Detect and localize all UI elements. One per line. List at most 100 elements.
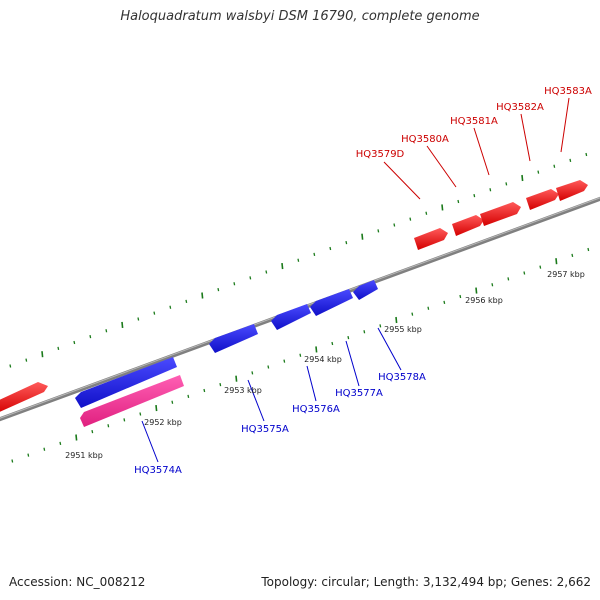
gene-forward-partial[interactable] xyxy=(0,382,48,414)
leader-HQ3582A xyxy=(520,113,531,162)
scale-forward-minor-tick xyxy=(105,329,108,333)
scale-reverse-minor-tick xyxy=(107,424,110,428)
accession-text: Accession: NC_008212 xyxy=(9,575,146,589)
scale-reverse-minor-tick xyxy=(331,341,334,346)
scale-label-2954: 2954 kbp xyxy=(304,355,342,364)
scale-forward-major-tick xyxy=(41,351,44,358)
label-HQ3576A[interactable]: HQ3576A xyxy=(292,404,340,415)
scale-forward-minor-tick xyxy=(25,358,28,362)
scale-forward-major-tick xyxy=(441,204,444,211)
scale-label-2955: 2955 kbp xyxy=(384,325,422,334)
leader-HQ3576A xyxy=(306,365,317,402)
label-HQ3581A[interactable]: HQ3581A xyxy=(450,116,498,127)
scale-forward-major-tick xyxy=(361,233,364,240)
scale-forward-minor-tick xyxy=(153,311,156,315)
scale-label-2956: 2956 kbp xyxy=(465,296,503,305)
scale-forward-minor-tick xyxy=(9,364,12,368)
scale-reverse-major-tick xyxy=(315,346,318,353)
scale-reverse-minor-tick xyxy=(427,306,430,310)
scale-reverse-minor-tick xyxy=(123,418,126,422)
scale-forward-minor-tick xyxy=(297,258,300,262)
scale-forward-minor-tick xyxy=(553,164,556,168)
scale-reverse-minor-tick xyxy=(267,365,270,369)
label-HQ3582A[interactable]: HQ3582A xyxy=(496,102,544,113)
gene-HQ3583A[interactable] xyxy=(556,180,588,201)
scale-forward-minor-tick xyxy=(585,152,588,157)
gene-HQ3576A[interactable] xyxy=(271,304,311,330)
scale-reverse-minor-tick xyxy=(443,300,446,305)
genome-summary-text: Topology: circular; Length: 3,132,494 bp… xyxy=(261,575,591,589)
gene-HQ3581A[interactable] xyxy=(480,202,521,226)
scale-forward-minor-tick xyxy=(377,229,380,233)
scale-reverse-minor-tick xyxy=(363,330,366,334)
scale-forward-minor-tick xyxy=(233,282,236,286)
gene-labels: HQ3579D HQ3580A HQ3581A HQ3582A HQ3583A … xyxy=(134,86,592,476)
scale-reverse-minor-tick xyxy=(171,400,174,404)
leader-HQ3583A xyxy=(560,97,570,153)
gene-HQ3575A[interactable] xyxy=(209,324,258,353)
scale-forward-minor-tick xyxy=(457,199,460,204)
label-HQ3575A[interactable]: HQ3575A xyxy=(241,424,289,435)
scale-forward-minor-tick xyxy=(217,287,220,292)
scale-reverse-minor-tick xyxy=(379,324,382,328)
scale-forward-minor-tick xyxy=(473,193,476,198)
scale-forward-minor-tick xyxy=(249,276,252,280)
scale-forward-minor-tick xyxy=(569,158,572,163)
scale-reverse-minor-tick xyxy=(139,412,142,416)
scale-forward-minor-tick xyxy=(169,305,172,309)
label-HQ3579D[interactable]: HQ3579D xyxy=(356,149,405,160)
gene-HQ3582A[interactable] xyxy=(526,189,559,210)
scale-reverse-minor-tick xyxy=(283,359,286,363)
scale-forward-major-tick xyxy=(521,174,524,182)
gene-HQ3580A[interactable] xyxy=(452,215,484,236)
scale-forward-minor-tick xyxy=(137,317,140,321)
gene-HQ3574A[interactable] xyxy=(75,357,177,408)
scale-forward-minor-tick xyxy=(409,217,412,221)
scale-reverse-minor-tick xyxy=(587,247,590,252)
scale-forward-minor-tick xyxy=(393,223,396,227)
scale-forward-minor-tick xyxy=(489,188,492,192)
gene-HQ3574A-rna[interactable] xyxy=(80,375,184,427)
scale-reverse-minor-tick xyxy=(219,382,222,387)
scale-reverse-minor-tick xyxy=(43,447,46,451)
scale-reverse-major-tick xyxy=(75,434,78,441)
leader-HQ3579D xyxy=(383,161,421,200)
leader-HQ3575A xyxy=(247,379,265,422)
gene-HQ3579D[interactable] xyxy=(414,228,448,250)
scale-reverse-minor-tick xyxy=(411,312,414,316)
scale-forward-minor-tick xyxy=(425,211,428,215)
scale-reverse-minor-tick xyxy=(59,441,62,446)
scale-forward-minor-tick xyxy=(537,170,540,174)
scale-label-2957: 2957 kbp xyxy=(547,270,585,279)
gene-HQ3577A[interactable] xyxy=(310,289,353,316)
forward-genes xyxy=(0,180,588,414)
scale-reverse-minor-tick xyxy=(187,394,190,399)
reverse-genes xyxy=(75,280,378,427)
scale-labels: 2951 kbp 2952 kbp 2953 kbp 2954 kbp 2955… xyxy=(65,270,585,460)
scale-forward-minor-tick xyxy=(57,346,60,351)
scale-reverse-minor-tick xyxy=(491,283,494,287)
scale-forward-major-tick xyxy=(201,292,204,299)
scale-forward-major-tick xyxy=(281,263,284,270)
scale-reverse-minor-tick xyxy=(11,459,14,463)
gene-HQ3578A[interactable] xyxy=(353,280,378,300)
scale-reverse-major-tick xyxy=(155,405,158,412)
leader-HQ3574A xyxy=(141,420,159,463)
scale-reverse-minor-tick xyxy=(27,453,30,457)
leader-HQ3580A xyxy=(426,145,457,188)
scale-reverse-minor-tick xyxy=(251,371,254,375)
scale-forward-minor-tick xyxy=(265,270,268,274)
leader-HQ3577A xyxy=(345,340,360,387)
scale-label-2952: 2952 kbp xyxy=(144,418,182,427)
scale-forward-minor-tick xyxy=(345,240,348,245)
label-HQ3583A[interactable]: HQ3583A xyxy=(544,86,592,97)
scale-forward-minor-tick xyxy=(329,246,332,251)
label-HQ3578A[interactable]: HQ3578A xyxy=(378,372,426,383)
leader-HQ3581A xyxy=(473,127,490,176)
scale-reverse-minor-tick xyxy=(571,253,574,258)
label-HQ3574A[interactable]: HQ3574A xyxy=(134,465,182,476)
label-HQ3577A[interactable]: HQ3577A xyxy=(335,388,383,399)
label-HQ3580A[interactable]: HQ3580A xyxy=(401,134,449,145)
scale-reverse-major-tick xyxy=(475,287,478,294)
scale-forward-major-tick xyxy=(121,321,124,328)
